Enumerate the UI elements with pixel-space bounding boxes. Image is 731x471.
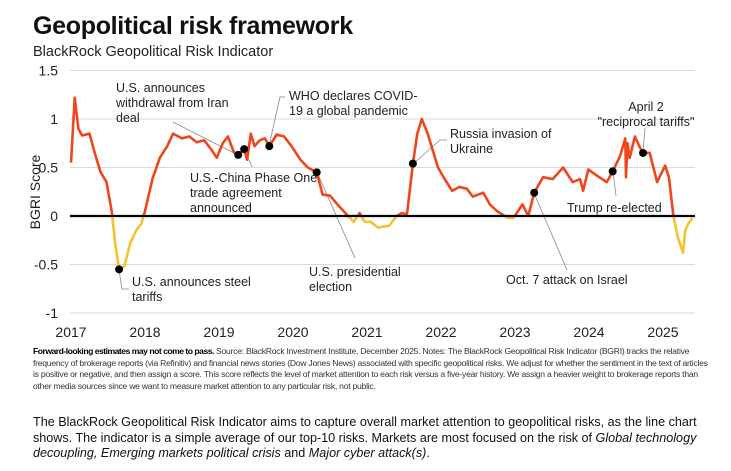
x-tick-label: 2022	[425, 324, 456, 340]
chart-subtitle: BlackRock Geopolitical Risk Indicator	[33, 44, 274, 60]
x-tick-label: 2024	[573, 324, 604, 340]
annotation-label: election	[309, 280, 352, 294]
x-tick-label: 2023	[499, 324, 530, 340]
x-tick-label: 2020	[277, 324, 308, 340]
y-tick-label: 1.5	[39, 63, 59, 79]
body-text: The BlackRock Geopolitical Risk Indicato…	[33, 415, 697, 445]
y-tick-label: -1	[46, 305, 59, 321]
event-marker	[312, 168, 321, 177]
series-line-negative	[110, 216, 694, 271]
body-text: .	[426, 446, 430, 460]
event-markers	[115, 142, 648, 274]
annotation-label: 19 a global pandemic	[289, 104, 408, 118]
leader-line	[268, 96, 285, 147]
annotation-label: Russia invasion of	[450, 127, 552, 141]
annotation-label: WHO declares COVID-	[289, 89, 418, 103]
event-marker	[639, 148, 648, 157]
y-axis-ticks: 1.5 1 0.5 0 -0.5 -1	[34, 63, 58, 322]
gridlines	[70, 70, 695, 314]
event-marker	[608, 167, 617, 176]
body-italic: Global technology decoupling, Emerging m…	[33, 430, 697, 461]
annotation-label: announced	[190, 201, 252, 215]
body-paragraph: The BlackRock Geopolitical Risk Indicato…	[33, 415, 723, 462]
event-marker	[234, 150, 243, 159]
annotation-label: Oct. 7 attack on Israel	[506, 273, 628, 287]
y-tick-label: 0.5	[39, 160, 59, 176]
annotation-label: withdrawal from Iran	[115, 96, 229, 110]
annotation-label: Trump re-elected	[567, 201, 662, 215]
x-axis-ticks: 2017 2018 2019 2020 2021 2022 2023 2024 2025	[55, 324, 678, 340]
x-tick-label: 2017	[55, 324, 86, 340]
series-line-positive	[69, 96, 675, 216]
x-tick-label: 2021	[351, 324, 382, 340]
leader-line	[412, 139, 447, 165]
line-chart: 1.510.50-0.5-1 2017 2018 2019 2020 2021 2022 2…	[27, 63, 695, 340]
body-italic: Major cyber attack(s)	[308, 446, 427, 460]
leader-line	[642, 127, 646, 154]
event-marker	[408, 159, 417, 168]
x-tick-label: 2018	[129, 324, 160, 340]
footnote-text: Source: BlackRock Investment Institute, …	[33, 346, 708, 391]
annotation-label: U.S. announces steel	[132, 275, 251, 289]
y-axis-label: BGRI Score	[27, 154, 43, 229]
body-text: and	[280, 446, 309, 460]
x-tick-label: 2019	[203, 324, 234, 340]
leader-line	[172, 121, 239, 156]
annotation-label: tariffs	[132, 290, 162, 304]
annotation-label: trade agreement	[190, 186, 282, 200]
leader-line	[118, 269, 129, 290]
y-tick-label: 1	[50, 111, 58, 127]
annotation-label: deal	[116, 111, 140, 125]
y-tick-label: 0	[50, 208, 58, 224]
x-tick-label: 2025	[647, 324, 678, 340]
footnote: Forward-looking estimates may not come t…	[33, 346, 713, 392]
leader-line	[533, 192, 568, 271]
annotation-label: U.S.-China Phase One	[190, 171, 317, 185]
chart-title: Geopolitical risk framework	[33, 12, 353, 40]
footnote-disclaimer: Forward-looking estimates may not come t…	[33, 346, 214, 356]
event-marker	[240, 145, 249, 154]
annotation-label: U.S. announces	[116, 81, 205, 95]
y-tick-label: -0.5	[34, 257, 58, 273]
annotation-label: U.S. presidential	[309, 265, 401, 279]
annotation-label: Ukraine	[450, 142, 493, 156]
event-marker	[265, 142, 274, 151]
event-marker	[530, 188, 539, 197]
annotation-label: April 2	[628, 100, 663, 114]
event-marker	[115, 265, 124, 274]
annotation-label: "reciprocal tariffs"	[598, 115, 695, 129]
